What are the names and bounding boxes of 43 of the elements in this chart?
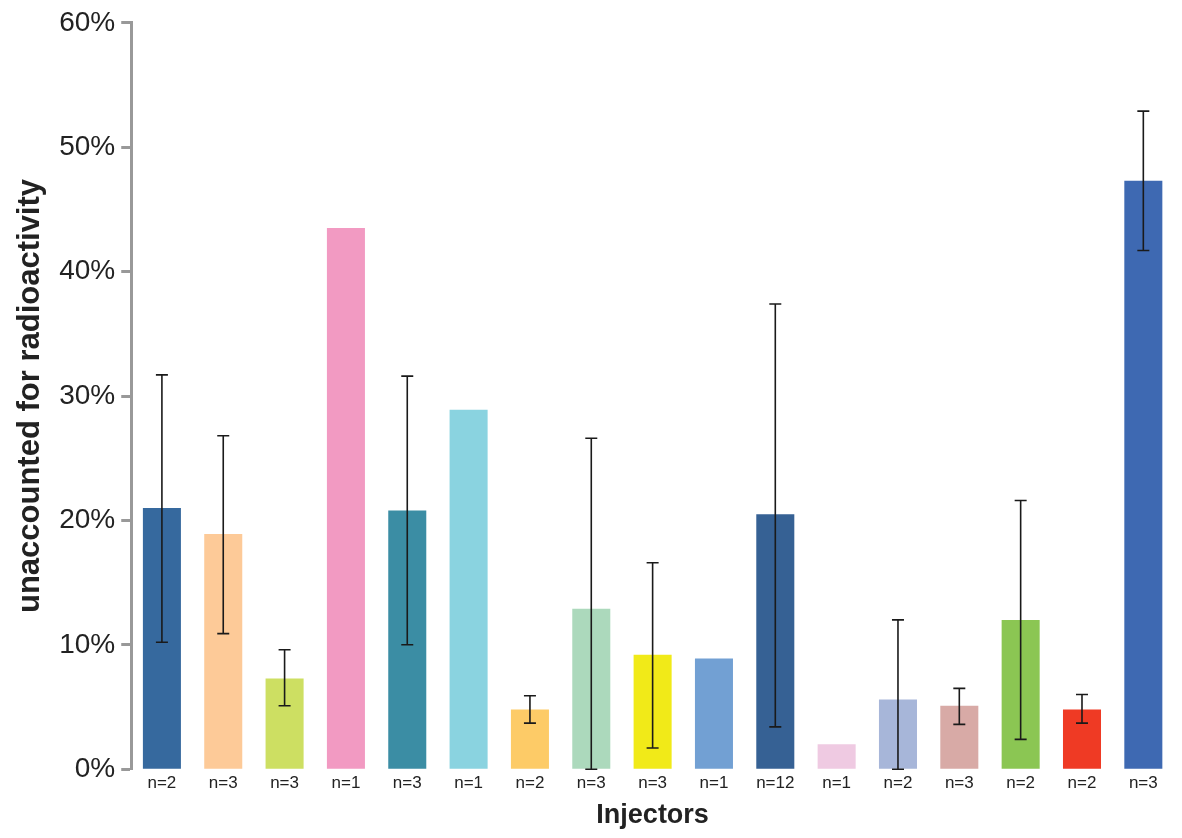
x-axis-title: Injectors xyxy=(596,799,709,830)
bar xyxy=(265,678,304,769)
y-tick-label: 0% xyxy=(74,751,116,783)
bar xyxy=(940,705,979,769)
bar xyxy=(1062,709,1102,769)
x-tick-label: n=3 xyxy=(576,773,606,793)
x-tick-label: n=2 xyxy=(883,773,913,793)
x-tick-label: n=2 xyxy=(1067,773,1097,793)
bar xyxy=(388,510,427,769)
bar xyxy=(1124,180,1163,769)
bar xyxy=(326,228,365,769)
x-tick-label: n=12 xyxy=(756,773,795,793)
x-tick-label: n=3 xyxy=(392,773,422,793)
x-tick-label: n=1 xyxy=(699,773,729,793)
x-tick-label: n=1 xyxy=(331,773,361,793)
bar xyxy=(572,608,611,769)
y-tick-label: 20% xyxy=(59,503,116,535)
x-tick-label: n=2 xyxy=(1006,773,1036,793)
bar xyxy=(633,654,672,769)
y-tick-label: 50% xyxy=(59,129,116,161)
x-tick-label: n=2 xyxy=(147,773,177,793)
bar xyxy=(1001,619,1040,769)
bar xyxy=(204,534,243,769)
bar xyxy=(694,658,733,769)
x-tick-label: n=2 xyxy=(515,773,545,793)
x-tick-label: n=3 xyxy=(208,773,238,793)
x-tick-label: n=3 xyxy=(638,773,668,793)
x-tick-label: n=1 xyxy=(454,773,484,793)
bar xyxy=(756,514,795,769)
bar xyxy=(817,744,856,769)
bar xyxy=(449,409,488,769)
bar xyxy=(142,507,181,769)
bar xyxy=(510,709,549,769)
x-tick-label: n=3 xyxy=(944,773,974,793)
bar xyxy=(878,699,917,769)
y-tick-label: 60% xyxy=(59,5,116,37)
y-axis-title: unaccounted for radioactivity xyxy=(11,178,47,614)
y-tick-label: 30% xyxy=(59,378,116,410)
y-tick-label: 40% xyxy=(59,254,116,286)
y-tick-label: 10% xyxy=(59,627,116,659)
x-tick-label: n=3 xyxy=(270,773,300,793)
x-tick-label: n=3 xyxy=(1128,773,1158,793)
x-tick-label: n=1 xyxy=(822,773,852,793)
